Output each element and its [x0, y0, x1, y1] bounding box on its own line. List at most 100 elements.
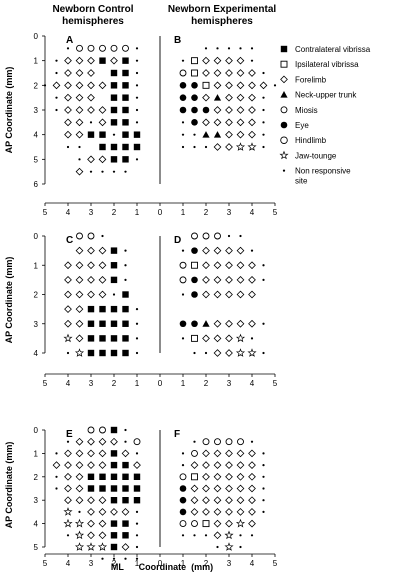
map-point-fl: [225, 130, 233, 139]
x-tick-label: 1: [181, 559, 186, 568]
x-tick-label: 2: [204, 208, 209, 217]
map-point-fl: [64, 276, 72, 284]
map-point-ey: [179, 94, 187, 101]
map-point-nr: [262, 510, 265, 513]
map-point-fl: [87, 276, 95, 284]
map-point-cv: [110, 69, 118, 77]
map-point-nr: [124, 278, 127, 281]
x-tick-label: 2: [112, 208, 117, 217]
map-point-cv: [87, 349, 95, 357]
map-point-fl: [202, 290, 210, 299]
map-point-fl: [87, 81, 95, 90]
map-point-ey: [179, 82, 187, 89]
map-point-fl: [248, 290, 256, 299]
x-tick-label: 1: [181, 208, 186, 217]
map-point-cv: [87, 335, 95, 342]
map-point-nr: [181, 59, 185, 62]
x-tick-label: 5: [273, 379, 278, 388]
map-point-nr: [66, 145, 70, 149]
map-point-nr: [250, 337, 254, 340]
map-point-nr: [135, 96, 139, 99]
map-point-mi: [76, 232, 83, 240]
map-point-nr: [101, 557, 104, 560]
map-point-cv: [122, 291, 129, 298]
map-point-fl: [98, 531, 107, 540]
map-point-mi: [202, 232, 210, 240]
map-point-nr: [239, 47, 242, 50]
map-point-fl: [225, 93, 233, 102]
map-point-fl: [64, 106, 72, 114]
map-point-nr: [66, 47, 70, 50]
map-point-fl: [87, 437, 95, 446]
map-point-fl: [202, 261, 210, 270]
panel-label-F: F: [174, 429, 180, 440]
map-point-cv: [122, 320, 129, 327]
x-tick-label: 5: [43, 559, 48, 568]
map-point-nr: [262, 351, 265, 355]
map-point-fl: [259, 81, 268, 90]
map-point-fl: [87, 93, 95, 102]
panel-label-E: E: [66, 429, 73, 440]
map-point-nr: [135, 452, 139, 455]
map-point-nr: [112, 133, 116, 136]
map-point-fl: [190, 461, 199, 469]
map-point-fl: [64, 81, 72, 90]
map-point-cv: [110, 485, 118, 492]
map-point-fl: [87, 106, 95, 114]
y-tick-label: 0: [34, 32, 39, 41]
x-tick-label: 0: [158, 559, 163, 568]
map-point-fl: [213, 484, 222, 493]
map-point-nr: [181, 133, 185, 136]
map-point-fl: [75, 69, 84, 77]
map-point-fl: [202, 69, 210, 77]
y-tick-label: 2: [34, 473, 39, 482]
x-tick-label: 5: [273, 208, 278, 217]
map-point-fl: [75, 484, 84, 493]
map-point-fl: [87, 246, 95, 255]
map-point-fl: [110, 56, 118, 65]
map-point-nr: [181, 249, 185, 252]
legend-label-iv: Ipsilateral vibrissa: [295, 60, 359, 69]
right-column-title-line1: Newborn Experimental: [168, 4, 277, 15]
map-point-fl: [202, 334, 210, 343]
map-point-fl: [75, 472, 84, 481]
map-point-cv: [99, 473, 106, 480]
x-tick-label: 3: [89, 379, 94, 388]
map-point-nr: [239, 545, 242, 549]
map-point-fl: [87, 508, 95, 516]
map-point-nr: [193, 133, 196, 136]
map-point-mi: [191, 232, 198, 240]
map-point-ey: [191, 94, 198, 101]
map-point-ey: [179, 320, 187, 328]
map-point-nr: [124, 557, 127, 560]
map-point-fl: [225, 319, 233, 328]
map-point-nt: [213, 131, 222, 138]
x-tick-label: 3: [89, 208, 94, 217]
legend-marker-fl: [280, 75, 288, 84]
y-tick-label: 1: [34, 449, 39, 458]
map-point-nr: [135, 47, 139, 50]
y-tick-label: 3: [34, 496, 39, 505]
map-point-nr: [135, 510, 139, 513]
map-point-mi: [87, 426, 95, 434]
map-point-nr: [193, 145, 196, 149]
map-point-fl: [98, 106, 107, 114]
map-point-cv: [110, 473, 118, 480]
map-point-fl: [98, 246, 107, 255]
map-point-mi: [110, 44, 118, 52]
map-point-fl: [64, 496, 72, 505]
map-point-fl: [202, 484, 210, 493]
map-point-fl: [213, 261, 222, 270]
map-point-fl: [75, 130, 84, 139]
map-point-fl: [190, 508, 199, 516]
map-point-fl: [75, 246, 84, 255]
map-point-nr: [262, 121, 265, 124]
map-point-nr: [135, 71, 139, 75]
map-point-fl: [75, 496, 84, 505]
map-point-iv: [202, 81, 210, 89]
map-point-fl: [236, 56, 245, 65]
map-point-fl: [121, 508, 130, 516]
left-column-title-line1: Newborn Control: [52, 4, 133, 15]
map-point-fl: [98, 461, 107, 469]
map-point-fl: [64, 484, 72, 493]
